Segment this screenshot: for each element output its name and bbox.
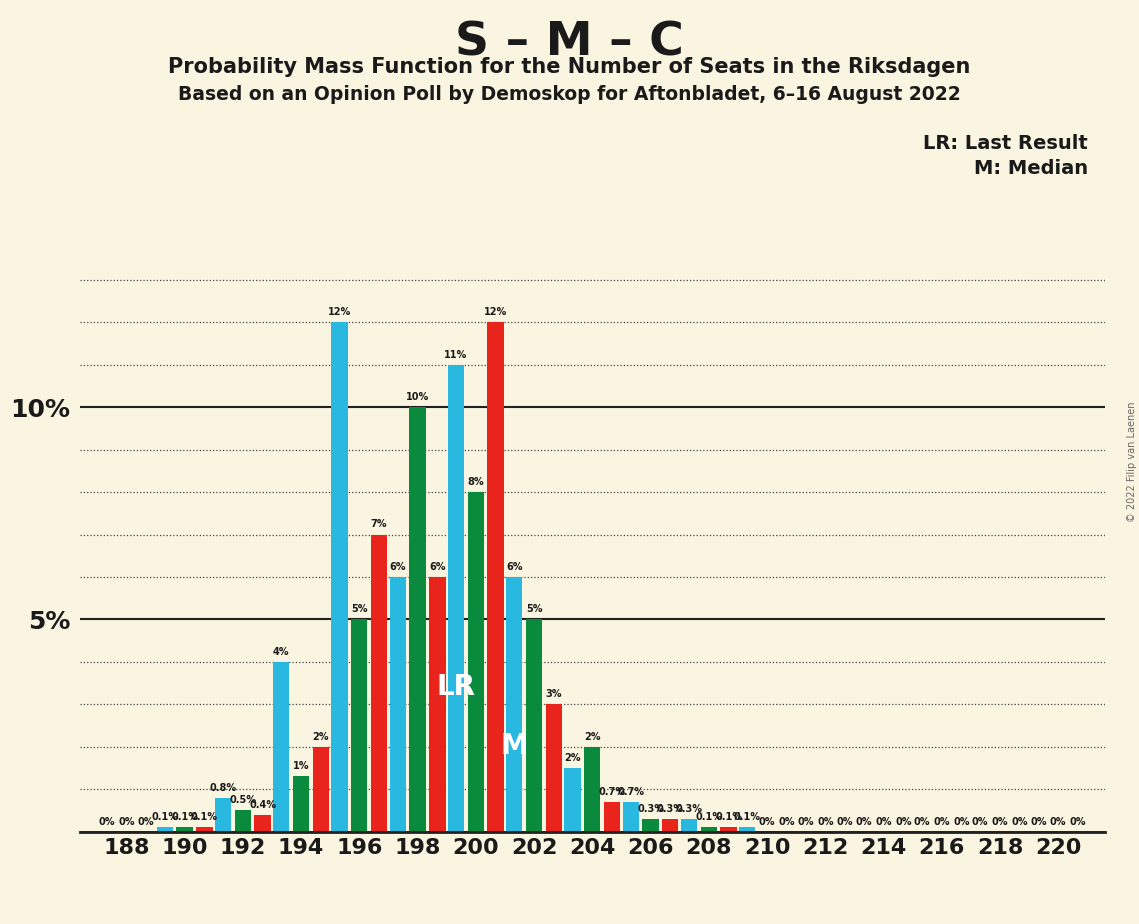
- Text: 0.3%: 0.3%: [657, 804, 683, 814]
- Text: 0%: 0%: [118, 817, 134, 826]
- Bar: [448, 365, 465, 832]
- Text: 0.1%: 0.1%: [734, 812, 761, 822]
- Bar: [604, 802, 621, 832]
- Text: 0%: 0%: [837, 817, 853, 826]
- Text: 0%: 0%: [98, 817, 115, 826]
- Text: Probability Mass Function for the Number of Seats in the Riksdagen: Probability Mass Function for the Number…: [169, 57, 970, 78]
- Bar: [273, 662, 289, 832]
- Bar: [390, 577, 405, 832]
- Text: 7%: 7%: [371, 519, 387, 529]
- Bar: [506, 577, 523, 832]
- Text: 3%: 3%: [546, 689, 562, 699]
- Text: 0.8%: 0.8%: [210, 783, 237, 793]
- Bar: [546, 704, 562, 832]
- Text: 11%: 11%: [444, 349, 468, 359]
- Text: LR: LR: [436, 673, 475, 701]
- Text: 2%: 2%: [564, 753, 581, 763]
- Text: 0.3%: 0.3%: [637, 804, 664, 814]
- Text: 12%: 12%: [328, 308, 351, 317]
- Text: 0.7%: 0.7%: [599, 787, 625, 796]
- Bar: [468, 492, 484, 832]
- Text: 0.4%: 0.4%: [249, 799, 276, 809]
- Text: 0%: 0%: [1030, 817, 1047, 826]
- Text: Based on an Opinion Poll by Demoskop for Aftonbladet, 6–16 August 2022: Based on an Opinion Poll by Demoskop for…: [178, 85, 961, 104]
- Bar: [584, 747, 600, 832]
- Text: 12%: 12%: [484, 308, 507, 317]
- Text: 0%: 0%: [913, 817, 931, 826]
- Text: 0.1%: 0.1%: [171, 812, 198, 822]
- Bar: [351, 619, 368, 832]
- Text: 0%: 0%: [1050, 817, 1066, 826]
- Text: © 2022 Filip van Laenen: © 2022 Filip van Laenen: [1126, 402, 1137, 522]
- Text: 0%: 0%: [992, 817, 1008, 826]
- Bar: [196, 827, 213, 832]
- Bar: [215, 797, 231, 832]
- Bar: [293, 776, 309, 832]
- Text: 2%: 2%: [312, 732, 329, 742]
- Bar: [409, 407, 426, 832]
- Bar: [642, 819, 658, 832]
- Text: 0.1%: 0.1%: [191, 812, 218, 822]
- Bar: [564, 768, 581, 832]
- Bar: [313, 747, 329, 832]
- Text: 1%: 1%: [293, 761, 310, 772]
- Bar: [429, 577, 445, 832]
- Text: 6%: 6%: [390, 562, 405, 572]
- Bar: [487, 322, 503, 832]
- Text: 0.1%: 0.1%: [151, 812, 179, 822]
- Bar: [177, 827, 192, 832]
- Text: 0%: 0%: [972, 817, 989, 826]
- Text: 2%: 2%: [584, 732, 600, 742]
- Bar: [700, 827, 716, 832]
- Text: 0%: 0%: [895, 817, 911, 826]
- Bar: [526, 619, 542, 832]
- Text: LR: Last Result: LR: Last Result: [923, 134, 1088, 153]
- Text: 6%: 6%: [506, 562, 523, 572]
- Text: 0.1%: 0.1%: [715, 812, 743, 822]
- Text: 0%: 0%: [759, 817, 776, 826]
- Text: 0%: 0%: [797, 817, 813, 826]
- Text: 0%: 0%: [953, 817, 969, 826]
- Text: 4%: 4%: [273, 647, 289, 657]
- Text: 5%: 5%: [351, 604, 368, 614]
- Bar: [681, 819, 697, 832]
- Text: 0.7%: 0.7%: [617, 787, 645, 796]
- Text: 5%: 5%: [526, 604, 542, 614]
- Text: 8%: 8%: [467, 477, 484, 487]
- Text: 0%: 0%: [779, 817, 795, 826]
- Text: 0.5%: 0.5%: [229, 796, 256, 806]
- Bar: [623, 802, 639, 832]
- Bar: [739, 827, 755, 832]
- Text: 0%: 0%: [855, 817, 872, 826]
- Bar: [156, 827, 173, 832]
- Bar: [331, 322, 347, 832]
- Text: M: M: [500, 733, 528, 760]
- Bar: [371, 535, 387, 832]
- Text: 0%: 0%: [875, 817, 892, 826]
- Text: S – M – C: S – M – C: [456, 20, 683, 66]
- Text: 0.1%: 0.1%: [695, 812, 722, 822]
- Text: 0%: 0%: [1011, 817, 1029, 826]
- Text: 0%: 0%: [1070, 817, 1087, 826]
- Text: 10%: 10%: [405, 392, 429, 402]
- Text: 0%: 0%: [817, 817, 834, 826]
- Text: 0%: 0%: [138, 817, 155, 826]
- Bar: [235, 810, 251, 832]
- Bar: [720, 827, 737, 832]
- Bar: [254, 815, 271, 832]
- Text: M: Median: M: Median: [974, 159, 1088, 178]
- Text: 0%: 0%: [934, 817, 950, 826]
- Text: 6%: 6%: [429, 562, 445, 572]
- Text: 0.3%: 0.3%: [675, 804, 703, 814]
- Bar: [662, 819, 679, 832]
